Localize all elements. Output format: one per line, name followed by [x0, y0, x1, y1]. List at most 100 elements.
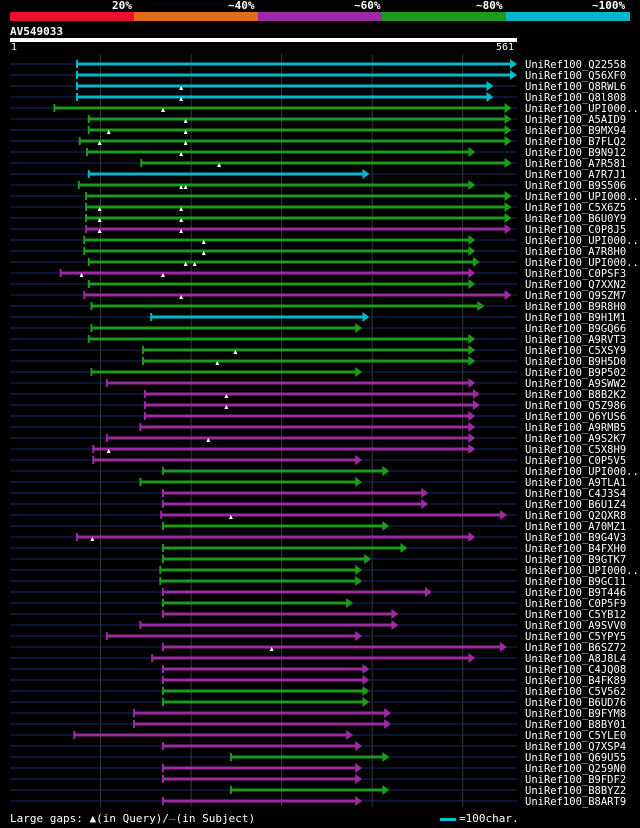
hit-arrow — [468, 378, 476, 388]
hit-label: UniRef100_A9SWW2 — [525, 378, 626, 390]
hit-arrow — [355, 367, 363, 377]
hit-arrow — [504, 114, 512, 124]
hit-label: UniRef100_Q7XXN2 — [525, 279, 626, 291]
hit-arrow — [355, 741, 363, 751]
hit-label: UniRef100_C5XSY9 — [525, 345, 626, 357]
hit-arrow — [468, 532, 476, 542]
identity-color-legend — [10, 12, 630, 21]
hit-arrow — [364, 554, 372, 564]
hit-label: UniRef100_Q69U55 — [525, 752, 626, 764]
gap-marker — [228, 515, 233, 519]
hit-arrow — [362, 169, 370, 179]
gap-marker — [106, 130, 111, 134]
hit-label: UniRef100_A7R7J1 — [525, 169, 626, 181]
gap-marker — [183, 119, 188, 123]
hit-arrow — [472, 257, 480, 267]
query-sequence-bar — [10, 38, 517, 42]
query-id: AV549033 — [10, 25, 63, 38]
hit-label: UniRef100_B9N912 — [525, 147, 626, 159]
hit-label: UniRef100_B6U1Z4 — [525, 499, 626, 511]
hit-label: UniRef100_B9FDF2 — [525, 774, 626, 786]
hit-label: UniRef100_C0P8J5 — [525, 224, 626, 236]
hit-label: UniRef100_A5AID9 — [525, 114, 626, 126]
hit-label: UniRef100_UPI000.. — [525, 191, 639, 203]
hit-arrow — [472, 389, 480, 399]
gap-marker — [183, 130, 188, 134]
hit-arrow — [421, 499, 429, 509]
hit-arrow — [355, 763, 363, 773]
hit-label: UniRef100_Q22558 — [525, 59, 626, 71]
hit-arrow — [504, 103, 512, 113]
hit-label: UniRef100_C4JQ08 — [525, 664, 626, 676]
hit-arrow — [382, 752, 390, 762]
gap-marker — [201, 251, 206, 255]
hit-arrow — [504, 191, 512, 201]
hit-label: UniRef100_C0PSF3 — [525, 268, 626, 280]
hit-arrow — [468, 653, 476, 663]
hit-arrow — [500, 642, 508, 652]
legend-label: ~80% — [476, 0, 503, 12]
hit-arrow — [468, 279, 476, 289]
hit-arrow — [468, 268, 476, 278]
hit-label: UniRef100_UPI000.. — [525, 565, 639, 577]
hit-label: UniRef100_C5X6Z5 — [525, 202, 626, 214]
gap-marker — [183, 185, 188, 189]
hit-arrow — [468, 411, 476, 421]
hit-label: UniRef100_C5YLE0 — [525, 730, 626, 742]
hit-label: UniRef100_B9GC11 — [525, 576, 626, 588]
hit-arrow — [468, 246, 476, 256]
gap-marker — [179, 86, 184, 90]
gap-legend-label: Large gaps: — [10, 812, 83, 825]
hit-label: UniRef100_A9SVV0 — [525, 620, 626, 632]
gap-marker — [97, 141, 102, 145]
hit-arrow — [504, 125, 512, 135]
scale-swatch — [440, 817, 456, 821]
legend-label: ~60% — [354, 0, 381, 12]
hit-label: UniRef100_B8BYZ2 — [525, 785, 626, 797]
hit-label: UniRef100_B4FK89 — [525, 675, 626, 687]
gap-marker — [161, 273, 166, 277]
gap-marker — [97, 207, 102, 211]
hit-label: UniRef100_B9H5D0 — [525, 356, 626, 368]
hit-label: UniRef100_Q9SZM7 — [525, 290, 626, 302]
legend-segment — [258, 12, 382, 21]
query-end-label: 561 — [496, 42, 515, 53]
legend-label: ~40% — [228, 0, 255, 12]
hit-label: UniRef100_A70MZ1 — [525, 521, 626, 533]
hit-arrow — [504, 158, 512, 168]
gap-marker — [224, 394, 229, 398]
gap-marker — [192, 262, 197, 266]
legend-label: ~100% — [592, 0, 626, 12]
hit-arrow — [468, 356, 476, 366]
scale-label: =100char. — [459, 812, 519, 825]
gap-marker — [90, 537, 95, 541]
hit-label: UniRef100_UPI000.. — [525, 103, 639, 115]
hit-arrow — [355, 576, 363, 586]
hit-arrow — [477, 301, 485, 311]
hit-label: UniRef100_A7R581 — [525, 158, 626, 170]
gap-in-query-label: (in Query)/ — [96, 812, 169, 825]
query-start-label: 1 — [11, 42, 18, 53]
hit-label: UniRef100_B9H1M1 — [525, 312, 626, 324]
hit-label: UniRef100_B9GQ66 — [525, 323, 626, 335]
gap-marker — [179, 295, 184, 299]
hit-arrow — [468, 444, 476, 454]
hit-label: UniRef100_A9S2K7 — [525, 433, 626, 445]
hit-arrow — [384, 708, 392, 718]
hit-arrow — [355, 565, 363, 575]
hit-arrow — [382, 466, 390, 476]
hit-label: UniRef100_A7R8H0 — [525, 246, 626, 258]
hit-arrow — [362, 675, 370, 685]
hit-label: UniRef100_C5YPY5 — [525, 631, 626, 643]
hit-arrow — [468, 422, 476, 432]
gap-marker — [97, 229, 102, 233]
hit-label: UniRef100_B8BY01 — [525, 719, 626, 731]
hit-arrow — [421, 488, 429, 498]
hit-label: UniRef100_B9G4V3 — [525, 532, 626, 544]
gap-marker — [179, 97, 184, 101]
hit-arrow — [355, 631, 363, 641]
hit-arrow — [384, 719, 392, 729]
hit-arrow — [510, 59, 517, 69]
hit-arrow — [362, 686, 370, 696]
gap-marker — [161, 108, 166, 112]
